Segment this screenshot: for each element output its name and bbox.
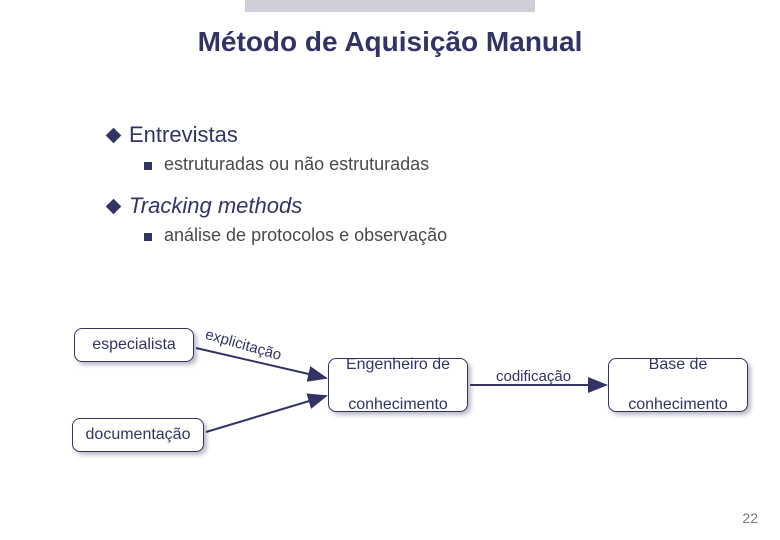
- sub-label: estruturadas ou não estruturadas: [164, 154, 429, 175]
- node-label-line1: Engenheiro de: [346, 355, 450, 375]
- sub-label: análise de protocolos e observação: [164, 225, 447, 246]
- edge-label-explicitacao: explicitação: [203, 326, 283, 364]
- list-label: Tracking methods: [129, 193, 302, 219]
- content-list: Entrevistas estruturadas ou não estrutur…: [108, 122, 447, 264]
- node-label: especialista: [92, 335, 176, 355]
- list-label: Entrevistas: [129, 122, 238, 148]
- decorative-top-bar: [245, 0, 535, 12]
- edges-svg: [0, 0, 780, 540]
- edge-documentacao-engenheiro: [206, 396, 326, 432]
- page-number: 22: [742, 510, 758, 526]
- node-engenheiro: Engenheiro de conhecimento: [328, 358, 468, 412]
- node-label-line2: conhecimento: [628, 395, 728, 415]
- sub-item: análise de protocolos e observação: [144, 225, 447, 246]
- edge-label-codificacao: codificação: [496, 368, 571, 385]
- node-documentacao: documentação: [72, 418, 204, 452]
- square-bullet-icon: [144, 233, 152, 241]
- diamond-bullet-icon: [108, 130, 119, 141]
- sublist-tracking: análise de protocolos e observação: [144, 225, 447, 246]
- list-item-entrevistas: Entrevistas: [108, 122, 447, 148]
- slide-title: Método de Aquisição Manual: [0, 26, 780, 58]
- diamond-bullet-icon: [108, 201, 119, 212]
- node-base: Base de conhecimento: [608, 358, 748, 412]
- square-bullet-icon: [144, 162, 152, 170]
- list-item-tracking: Tracking methods: [108, 193, 447, 219]
- node-label-line2: conhecimento: [348, 395, 448, 415]
- sublist-entrevistas: estruturadas ou não estruturadas: [144, 154, 447, 175]
- sub-item: estruturadas ou não estruturadas: [144, 154, 447, 175]
- node-label-line1: Base de: [649, 355, 708, 375]
- node-label: documentação: [86, 425, 191, 445]
- node-especialista: especialista: [74, 328, 194, 362]
